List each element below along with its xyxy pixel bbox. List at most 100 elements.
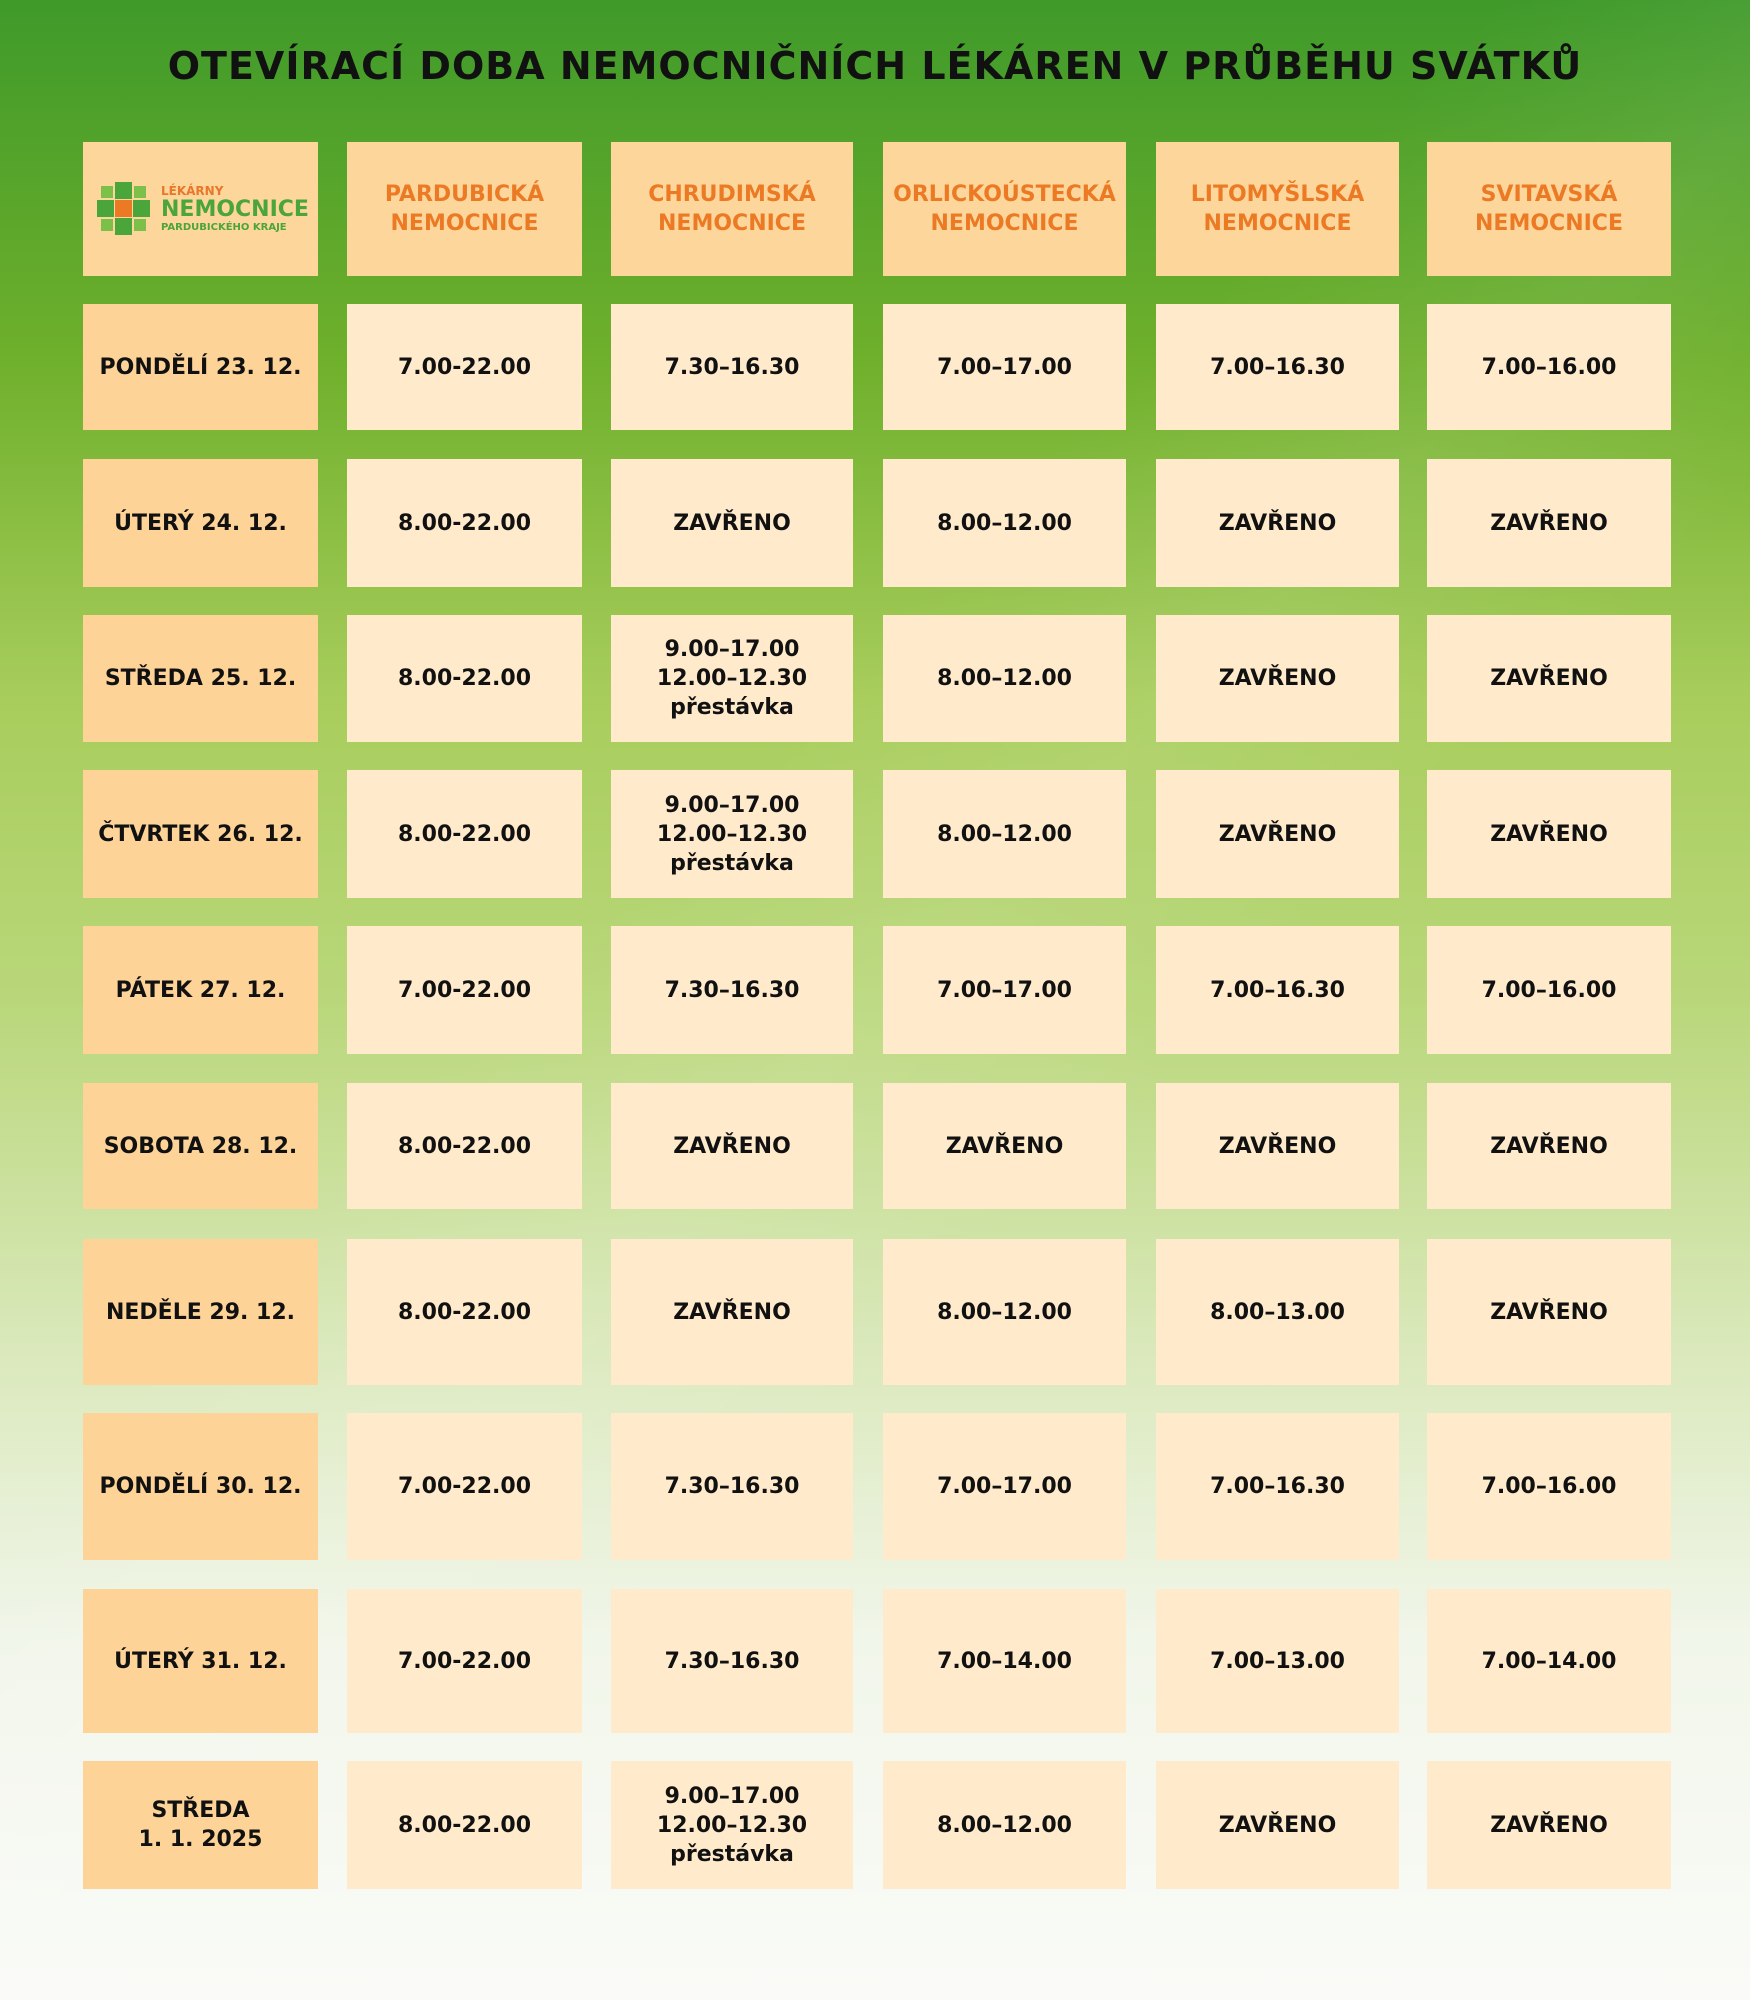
cell-line: NEMOCNICE xyxy=(390,211,539,236)
opening-hours: 8.00-22.00 xyxy=(347,1239,582,1385)
cell-line: ZAVŘENO xyxy=(945,1133,1064,1159)
day-label: PONDĚLÍ 30. 12. xyxy=(83,1413,318,1560)
cell-line: 7.00–16.30 xyxy=(1210,977,1345,1003)
opening-hours: 8.00-22.00 xyxy=(347,459,582,587)
opening-hours: 8.00–12.00 xyxy=(883,1761,1126,1889)
cell-line: ZAVŘENO xyxy=(1490,821,1608,847)
cell-line: PARDUBICKÁ xyxy=(384,182,545,207)
cell-line: 7.00-22.00 xyxy=(398,354,531,380)
cell-line: 8.00-22.00 xyxy=(398,1812,531,1838)
opening-hours: ZAVŘENO xyxy=(1156,1083,1399,1209)
cell-line: ZAVŘENO xyxy=(1218,666,1337,691)
cell-line: 7.30–16.30 xyxy=(664,977,800,1003)
cell-line: ÚTERÝ 31. 12. xyxy=(114,1648,287,1674)
cell-line: 7.00–17.00 xyxy=(937,354,1072,380)
opening-hours: 7.00–16.00 xyxy=(1427,926,1671,1054)
logo-icon xyxy=(97,182,150,235)
hospital-header: SVITAVSKÁ NEMOCNICE xyxy=(1427,142,1671,276)
cell-line: 7.30–16.30 xyxy=(664,1648,800,1674)
cell-line: 1. 1. 2025 xyxy=(138,1827,263,1852)
cell-line: ZAVŘENO xyxy=(1490,1133,1608,1159)
cell-line: STŘEDA 25. 12. xyxy=(104,666,297,691)
logo-line: PARDUBICKÉHO KRAJE xyxy=(161,222,287,234)
cell-line: 7.00–14.00 xyxy=(937,1648,1072,1674)
cell-line: 7.00–16.00 xyxy=(1481,977,1617,1003)
cell-line: ZAVŘENO xyxy=(1490,1812,1608,1838)
opening-hours: 8.00–13.00 xyxy=(1156,1239,1399,1385)
cell-line: 7.00–13.00 xyxy=(1210,1648,1345,1674)
cell-line: 8.00-22.00 xyxy=(398,821,531,847)
cell-line: 8.00–13.00 xyxy=(1210,1299,1345,1325)
hospital-header: CHRUDIMSKÁ NEMOCNICE xyxy=(611,142,853,276)
cell-line: NEMOCNICE xyxy=(930,211,1079,236)
cell-line: 8.00-22.00 xyxy=(398,666,531,691)
cell-line: ZAVŘENO xyxy=(1218,821,1337,847)
opening-hours: 8.00–12.00 xyxy=(883,615,1126,742)
cell-line: PONDĚLÍ 30. 12. xyxy=(99,1474,302,1499)
cell-line: ZAVŘENO xyxy=(1490,510,1608,536)
day-label: ČTVRTEK 26. 12. xyxy=(83,770,318,898)
cell-line: 7.00–16.00 xyxy=(1481,1474,1617,1499)
logo-text: LÉKÁRNY NEMOCNICE PARDUBICKÉHO KRAJE xyxy=(161,184,309,234)
cell-line: 9.00–17.00 xyxy=(664,637,800,662)
cell-line: 7.00-22.00 xyxy=(398,1474,531,1499)
day-label: ÚTERÝ 31. 12. xyxy=(83,1589,318,1733)
cell-line: 7.00–14.00 xyxy=(1481,1648,1617,1674)
cell-line: 9.00–17.00 xyxy=(664,792,800,818)
cell-line: 8.00-22.00 xyxy=(398,510,531,536)
cell-line: 8.00-22.00 xyxy=(398,1299,531,1325)
cell-line: CHRUDIMSKÁ xyxy=(648,182,816,207)
cell-line: 7.00–16.00 xyxy=(1481,354,1617,380)
opening-hours: ZAVŘENO xyxy=(1427,1239,1671,1385)
opening-hours: 9.00–17.00 12.00–12.30 přestávka xyxy=(611,1761,853,1889)
opening-hours: 7.00-22.00 xyxy=(347,304,582,430)
opening-hours: 7.00–16.00 xyxy=(1427,1413,1671,1560)
opening-hours: 7.00-22.00 xyxy=(347,1589,582,1733)
cell-line: 7.00–16.30 xyxy=(1210,1474,1345,1499)
cell-line: 8.00–12.00 xyxy=(937,1299,1072,1325)
opening-hours: 7.30–16.30 xyxy=(611,1589,853,1733)
cell-line: 8.00-22.00 xyxy=(398,1133,531,1159)
opening-hours: 7.00–16.30 xyxy=(1156,304,1399,430)
opening-hours: 7.00–16.30 xyxy=(1156,1413,1399,1560)
title: OTEVÍRACÍ DOBA NEMOCNIČNÍCH LÉKÁREN V PR… xyxy=(167,44,1583,88)
cell-line: 12.00–12.30 xyxy=(656,821,808,847)
cell-line: NEMOCNICE xyxy=(1203,211,1352,236)
day-label: ÚTERÝ 24. 12. xyxy=(83,459,318,587)
cell-line: 8.00–12.00 xyxy=(937,510,1072,536)
opening-hours: ZAVŘENO xyxy=(1427,615,1671,742)
cell-line: ZAVŘENO xyxy=(1218,1812,1337,1838)
cell-line: NEMOCNICE xyxy=(658,211,806,236)
opening-hours: 8.00-22.00 xyxy=(347,615,582,742)
opening-hours: 7.00–17.00 xyxy=(883,1413,1126,1560)
cell-line: 7.30–16.30 xyxy=(664,1474,800,1499)
cell-line: 8.00–12.00 xyxy=(937,666,1072,691)
cell-line: PÁTEK 27. 12. xyxy=(115,977,286,1003)
cell-line: ZAVŘENO xyxy=(673,1133,791,1159)
cell-line: přestávka xyxy=(670,695,794,720)
opening-hours: 9.00–17.00 12.00–12.30 přestávka xyxy=(611,770,853,898)
opening-hours: ZAVŘENO xyxy=(883,1083,1126,1209)
hospital-header: LITOMYŠLSKÁ NEMOCNICE xyxy=(1156,142,1399,276)
cell-line: ÚTERÝ 24. 12. xyxy=(114,510,287,536)
cell-line: ČTVRTEK 26. 12. xyxy=(98,821,303,847)
opening-hours: 7.30–16.30 xyxy=(611,926,853,1054)
cell-line: 7.00-22.00 xyxy=(398,977,531,1003)
opening-hours: ZAVŘENO xyxy=(1156,615,1399,742)
opening-hours: 8.00-22.00 xyxy=(347,1761,582,1889)
cell-line: ZAVŘENO xyxy=(1218,510,1337,536)
cell-line: ZAVŘENO xyxy=(673,510,791,536)
opening-hours: 8.00–12.00 xyxy=(883,1239,1126,1385)
opening-hours: ZAVŘENO xyxy=(1156,1761,1399,1889)
hospital-header: PARDUBICKÁ NEMOCNICE xyxy=(347,142,582,276)
cell-line: 7.00–17.00 xyxy=(937,977,1072,1003)
cell-line: NEMOCNICE xyxy=(1475,211,1623,236)
cell-line: ZAVŘENO xyxy=(1490,1299,1608,1325)
cell-line: 8.00–12.00 xyxy=(937,821,1072,847)
hospital-header: ORLICKOÚSTECKÁ NEMOCNICE xyxy=(883,142,1126,276)
opening-hours: ZAVŘENO xyxy=(611,1083,853,1209)
day-label: STŘEDA 25. 12. xyxy=(83,615,318,742)
cell-line: STŘEDA xyxy=(151,1798,250,1823)
logo-line: NEMOCNICE xyxy=(161,197,309,222)
